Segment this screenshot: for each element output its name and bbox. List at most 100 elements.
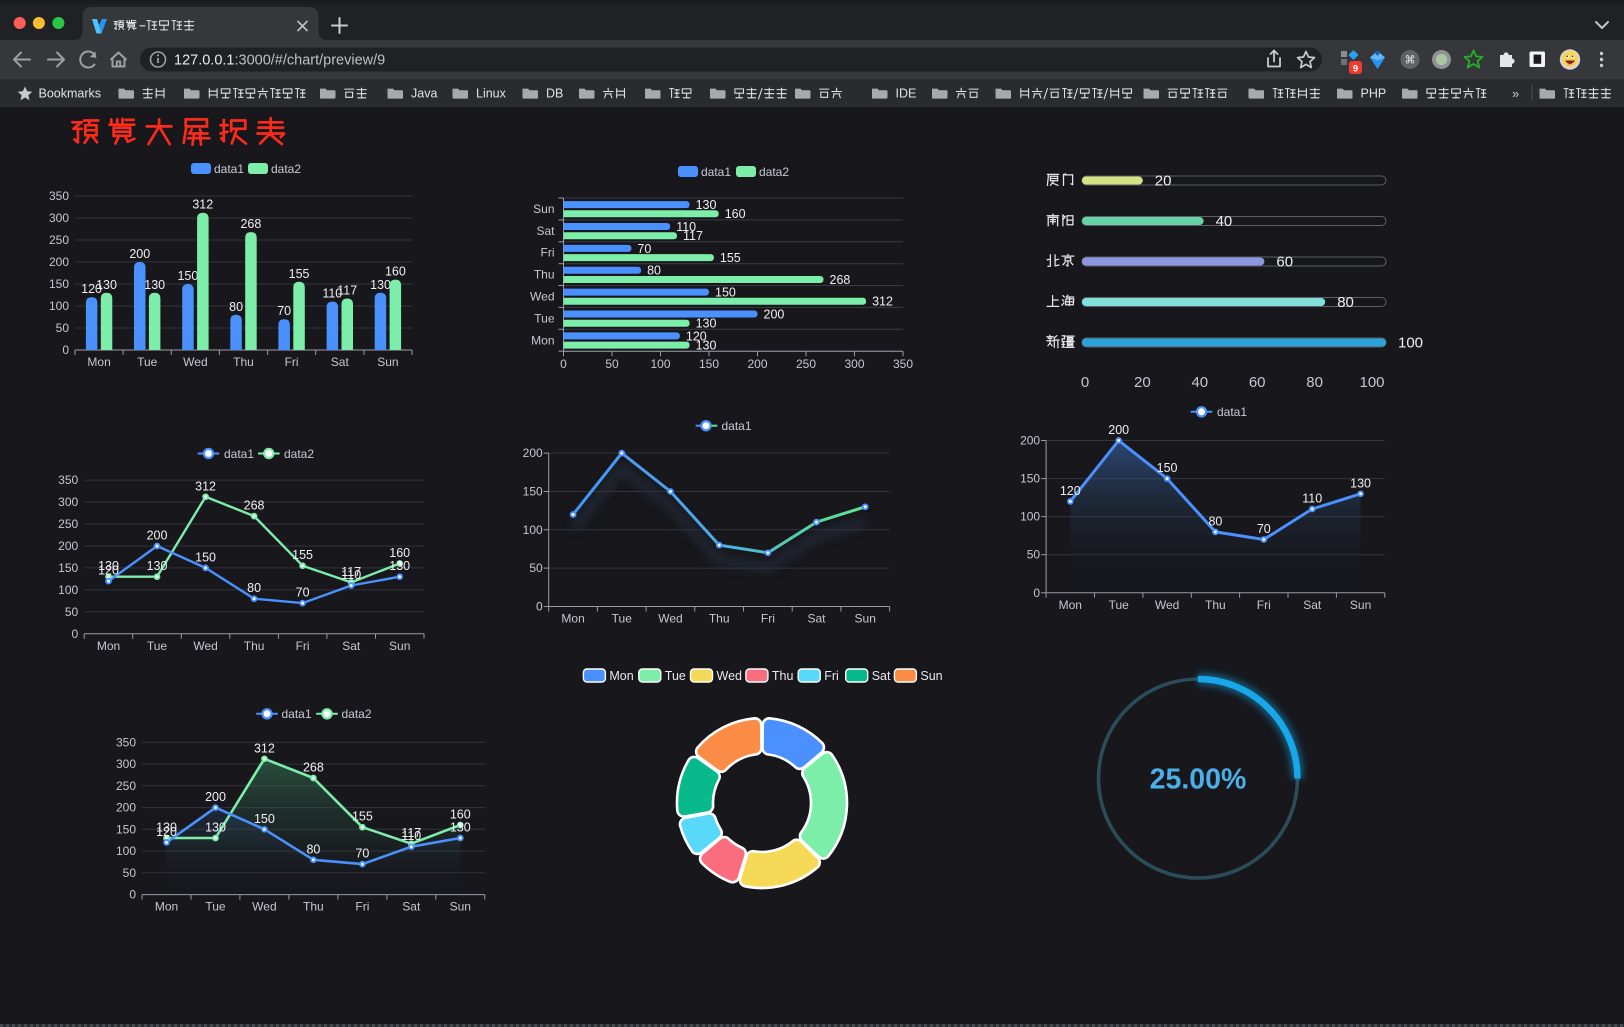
svg-text:80: 80 — [1208, 514, 1222, 528]
svg-text:150: 150 — [523, 485, 543, 499]
svg-text:60: 60 — [1276, 254, 1293, 271]
svg-text:150: 150 — [49, 277, 69, 291]
svg-text:350: 350 — [893, 357, 913, 371]
svg-text:250: 250 — [796, 357, 816, 371]
svg-text:data1: data1 — [701, 165, 731, 179]
svg-text:100: 100 — [523, 523, 543, 537]
svg-text:127.0.0.1:3000/#/chart/preview: 127.0.0.1:3000/#/chart/preview/9 — [174, 53, 385, 69]
svg-text:0: 0 — [62, 343, 69, 357]
svg-text:350: 350 — [116, 735, 136, 749]
svg-text:Wed: Wed — [193, 639, 217, 653]
svg-text:50: 50 — [65, 605, 79, 619]
svg-text:120: 120 — [156, 825, 177, 839]
svg-text:70: 70 — [1257, 522, 1271, 536]
svg-text:data2: data2 — [342, 707, 372, 721]
svg-text:20: 20 — [1134, 374, 1151, 391]
svg-text:Thu: Thu — [709, 612, 730, 626]
svg-text:⌘: ⌘ — [1405, 55, 1416, 67]
svg-text:Mon: Mon — [531, 333, 554, 347]
svg-text:70: 70 — [296, 586, 310, 600]
svg-text:Sun: Sun — [920, 669, 942, 683]
svg-text:40: 40 — [1216, 213, 1233, 230]
svg-text:100: 100 — [650, 357, 670, 371]
svg-text:data1: data1 — [282, 707, 312, 721]
svg-text:data2: data2 — [759, 165, 789, 179]
svg-text:Mon: Mon — [561, 612, 584, 626]
svg-text:110: 110 — [401, 829, 421, 843]
svg-text:Sat: Sat — [342, 639, 361, 653]
svg-text:150: 150 — [58, 561, 78, 575]
svg-text:Bookmarks: Bookmarks — [39, 87, 102, 101]
svg-text:250: 250 — [49, 233, 69, 247]
svg-text:350: 350 — [49, 189, 69, 203]
svg-text:Thu: Thu — [534, 268, 555, 282]
svg-text:130: 130 — [696, 198, 717, 212]
svg-text:100: 100 — [1359, 374, 1384, 391]
svg-text:155: 155 — [292, 548, 313, 562]
svg-text:Thu: Thu — [233, 355, 254, 369]
svg-text:350: 350 — [58, 473, 78, 487]
svg-text:0: 0 — [1081, 374, 1089, 391]
svg-text:0: 0 — [560, 357, 567, 371]
svg-text:Sat: Sat — [331, 355, 350, 369]
svg-text:130: 130 — [450, 821, 471, 835]
svg-text:130: 130 — [696, 317, 717, 331]
svg-text:300: 300 — [49, 211, 69, 225]
svg-text:Sat: Sat — [402, 900, 421, 914]
svg-text:IDE: IDE — [896, 87, 917, 101]
svg-text:Wed: Wed — [658, 612, 682, 626]
svg-text:Fri: Fri — [541, 246, 555, 260]
svg-text:0: 0 — [536, 600, 543, 614]
svg-text:Java: Java — [411, 87, 437, 101]
svg-text:268: 268 — [240, 217, 261, 231]
svg-text:100: 100 — [49, 299, 69, 313]
svg-text:20: 20 — [1155, 173, 1172, 190]
svg-text:Tue: Tue — [137, 355, 158, 369]
svg-text:160: 160 — [450, 808, 471, 822]
svg-text:150: 150 — [1157, 461, 1178, 475]
svg-text:60: 60 — [1249, 374, 1266, 391]
svg-text:data1: data1 — [1217, 405, 1247, 419]
svg-text:150: 150 — [254, 812, 275, 826]
svg-text:100: 100 — [1398, 335, 1423, 352]
svg-text:Thu: Thu — [303, 900, 324, 914]
svg-text:Fri: Fri — [285, 355, 299, 369]
svg-text:155: 155 — [352, 810, 373, 824]
svg-text:70: 70 — [637, 242, 651, 256]
svg-text:200: 200 — [49, 255, 69, 269]
svg-text:Tue: Tue — [534, 311, 555, 325]
svg-text:117: 117 — [341, 565, 361, 579]
svg-text:80: 80 — [229, 300, 243, 314]
svg-text:50: 50 — [1027, 548, 1041, 562]
svg-text:110: 110 — [322, 287, 342, 301]
svg-text:130: 130 — [98, 559, 119, 573]
svg-text:100: 100 — [116, 844, 136, 858]
svg-text:50: 50 — [56, 321, 70, 335]
svg-text:312: 312 — [195, 479, 216, 493]
svg-text:130: 130 — [389, 559, 410, 573]
svg-text:Fri: Fri — [761, 612, 775, 626]
svg-text:Sun: Sun — [1350, 598, 1371, 612]
svg-text:Tue: Tue — [612, 612, 633, 626]
svg-text:Sun: Sun — [377, 355, 398, 369]
svg-text:200: 200 — [58, 539, 78, 553]
svg-text:Wed: Wed — [183, 355, 207, 369]
svg-text:250: 250 — [116, 779, 136, 793]
svg-text:Tue: Tue — [205, 900, 226, 914]
svg-text:data1: data1 — [224, 447, 254, 461]
svg-text:Fri: Fri — [824, 669, 839, 683]
svg-text:312: 312 — [872, 295, 893, 309]
svg-text:160: 160 — [385, 265, 406, 279]
svg-text:155: 155 — [289, 267, 310, 281]
svg-text:117: 117 — [683, 229, 703, 243]
svg-text:268: 268 — [830, 273, 851, 287]
svg-text:200: 200 — [747, 357, 767, 371]
svg-text:160: 160 — [389, 546, 410, 560]
svg-text:Mon: Mon — [1059, 598, 1082, 612]
svg-text:130: 130 — [696, 339, 717, 353]
svg-text:Thu: Thu — [772, 669, 794, 683]
svg-text:80: 80 — [306, 842, 320, 856]
svg-text:300: 300 — [844, 357, 864, 371]
svg-text:300: 300 — [58, 495, 78, 509]
svg-text:»: » — [1512, 86, 1519, 101]
